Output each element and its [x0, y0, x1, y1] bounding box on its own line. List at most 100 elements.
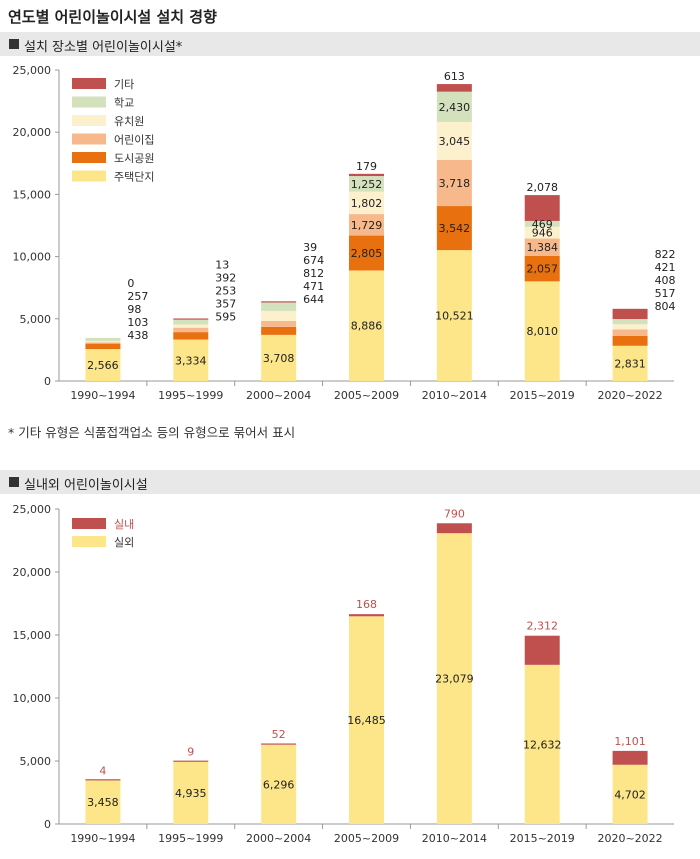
data-label: 822 — [655, 248, 676, 261]
data-label: 10,521 — [435, 310, 474, 323]
x-tick-label: 2015~2019 — [510, 832, 575, 845]
section-header-indoor-outdoor: 실내외 어린이놀이시설 — [0, 470, 700, 494]
bar-segment — [349, 270, 384, 381]
bar-segment — [436, 159, 472, 207]
bar-segment — [173, 761, 209, 824]
bar-segment — [612, 764, 648, 824]
data-label: 3,334 — [175, 354, 207, 367]
bar-segment — [436, 523, 472, 534]
bar-segment — [173, 318, 209, 320]
data-label: 253 — [215, 284, 236, 297]
bar-segment — [349, 214, 384, 236]
data-label: 1,384 — [526, 241, 558, 254]
bar-segment — [436, 121, 472, 160]
x-tick-label: 2015~2019 — [510, 389, 575, 402]
y-tick-label: 0 — [44, 375, 51, 388]
data-label: 179 — [356, 160, 377, 173]
bar-segment — [261, 744, 297, 824]
bar-segment — [524, 281, 560, 381]
data-label: 408 — [655, 274, 676, 287]
data-label: 1,729 — [351, 219, 383, 232]
x-tick-label: 2005~2009 — [334, 389, 399, 402]
data-label: 168 — [356, 598, 377, 611]
legend-swatch — [72, 115, 106, 126]
y-tick-label: 25,000 — [13, 503, 52, 516]
data-label: 1,802 — [351, 197, 383, 210]
y-tick-label: 10,000 — [13, 692, 52, 705]
legend-swatch — [72, 170, 106, 182]
bar-segment — [261, 301, 297, 303]
bar-segment — [85, 349, 121, 381]
bar-segment — [85, 342, 121, 344]
data-label: 98 — [127, 303, 141, 316]
data-label: 357 — [215, 297, 236, 310]
bar-segment — [85, 341, 121, 343]
data-label: 2,831 — [614, 357, 646, 370]
data-label: 471 — [303, 280, 324, 293]
y-tick-label: 25,000 — [13, 64, 52, 77]
data-label: 6,296 — [263, 778, 295, 791]
legend-label: 주택단지 — [114, 171, 154, 184]
bar-segment — [173, 760, 209, 762]
data-label: 790 — [444, 507, 465, 520]
x-tick-label: 1990~1994 — [70, 389, 135, 402]
data-label: 2,430 — [439, 101, 471, 114]
bar-segment — [349, 173, 384, 177]
data-label: 3,045 — [439, 135, 471, 148]
legend-label: 학교 — [114, 97, 134, 110]
data-label: 946 — [532, 227, 553, 240]
bar-segment — [261, 321, 297, 327]
data-label: 13 — [215, 258, 229, 271]
bar-segment — [85, 343, 121, 350]
data-label: 2,312 — [526, 620, 558, 633]
y-tick-label: 15,000 — [13, 629, 52, 642]
bar-segment — [85, 780, 121, 824]
bar-segment — [261, 326, 297, 335]
bar-segment — [436, 91, 472, 122]
bar-segment — [85, 779, 121, 781]
data-label: 438 — [127, 329, 148, 342]
bar-segment — [261, 302, 297, 311]
y-tick-label: 0 — [44, 818, 51, 831]
bar-segment — [612, 335, 648, 346]
data-label: 4,702 — [614, 788, 646, 801]
data-label: 4,935 — [175, 787, 207, 800]
x-tick-label: 2020~2022 — [597, 389, 662, 402]
bar-segment — [173, 319, 209, 325]
footnote: * 기타 유형은 식품접객업소 등의 유형으로 묶어서 표시 — [8, 425, 296, 440]
bar-segment — [349, 176, 384, 192]
data-label: 257 — [127, 290, 148, 303]
bar-segment — [173, 339, 209, 381]
data-label: 674 — [303, 254, 324, 267]
page-title: 연도별 어린이놀이시설 설치 경향 — [8, 8, 217, 26]
legend-swatch — [72, 78, 106, 89]
bar-segment — [349, 235, 384, 271]
section-title-location: 설치 장소별 어린이놀이시설* — [24, 40, 183, 55]
data-label: 39 — [303, 241, 317, 254]
bar-segment — [612, 329, 648, 336]
square-bullet-icon — [9, 39, 19, 49]
x-tick-label: 2010~2014 — [422, 389, 487, 402]
y-tick-label: 5,000 — [20, 755, 52, 768]
y-tick-label: 20,000 — [13, 126, 52, 139]
bar-segment — [349, 614, 384, 617]
data-label: 23,079 — [435, 673, 474, 686]
y-tick-label: 5,000 — [20, 313, 52, 326]
bar-segment — [524, 226, 560, 239]
legend-label: 실내 — [114, 518, 134, 531]
bar-segment — [524, 220, 560, 227]
legend-label: 어린이집 — [114, 134, 154, 147]
data-label: 2,057 — [526, 263, 558, 276]
bar-segment — [173, 332, 209, 340]
section-header-location: 설치 장소별 어린이놀이시설* — [0, 32, 700, 56]
bar-segment — [261, 743, 297, 745]
data-label: 392 — [215, 271, 236, 284]
bar-segment — [173, 324, 209, 328]
legend-swatch — [72, 536, 106, 547]
legend-swatch — [72, 96, 106, 108]
legend-label: 실외 — [114, 536, 134, 549]
legend-label: 도시공원 — [114, 152, 154, 165]
data-label: 3,718 — [439, 177, 471, 190]
bar-segment — [436, 250, 472, 381]
bar-segment — [612, 345, 648, 381]
